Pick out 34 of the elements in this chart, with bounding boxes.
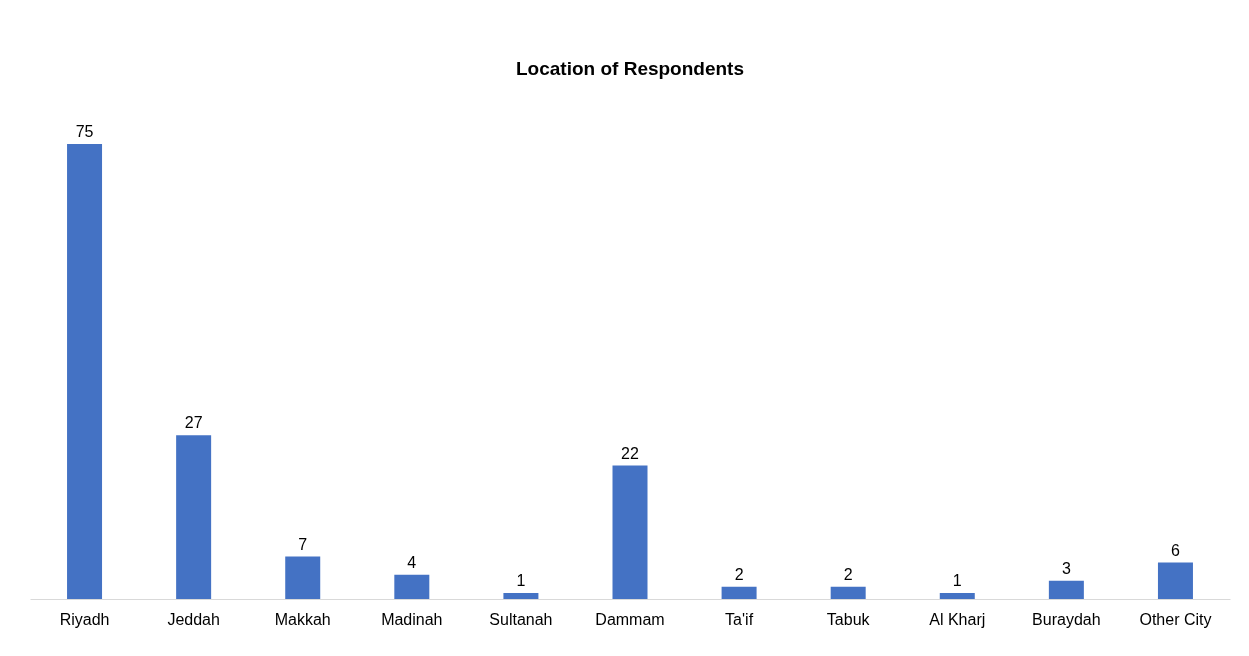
data-label: 7 (298, 535, 308, 553)
bar (830, 586, 866, 599)
x-tick-label: Madinah (381, 610, 443, 628)
x-tick-label: Ta'if (725, 610, 754, 628)
data-label: 2 (843, 565, 853, 583)
bar (1048, 580, 1084, 599)
bar (939, 592, 975, 599)
x-tick-label: Sultanah (489, 610, 553, 628)
data-label: 1 (952, 571, 962, 589)
bar (176, 435, 212, 599)
x-tick-label: Jeddah (167, 610, 220, 628)
bar (394, 574, 430, 599)
bar (1157, 562, 1193, 599)
x-tick-label: Tabuk (826, 610, 871, 628)
x-tick-label: Other City (1139, 610, 1212, 628)
bar (721, 586, 757, 599)
x-tick-label: Riyadh (59, 610, 110, 628)
data-label: 75 (75, 123, 94, 140)
chart-title: Location of Respondents (516, 58, 744, 79)
bar (67, 144, 103, 599)
data-label: 27 (184, 414, 203, 432)
data-label: 1 (516, 571, 526, 589)
x-tick-label: Makkah (274, 610, 331, 628)
data-label: 22 (621, 444, 639, 462)
data-label: 3 (1061, 559, 1071, 577)
x-tick-label: Buraydah (1032, 610, 1101, 628)
x-tick-label: Dammam (595, 610, 665, 628)
data-label: 2 (734, 565, 744, 583)
data-label: 4 (407, 553, 417, 571)
x-tick-label: Al Kharj (929, 610, 986, 628)
bar (285, 556, 321, 599)
bar (503, 592, 539, 599)
bar (612, 465, 648, 599)
data-label: 6 (1171, 541, 1180, 559)
